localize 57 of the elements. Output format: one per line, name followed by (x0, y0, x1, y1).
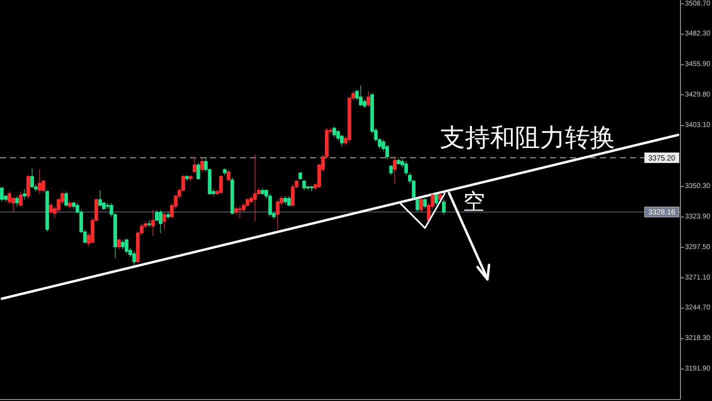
candlestick (396, 158, 400, 166)
candlestick (124, 238, 128, 254)
candlestick (302, 180, 306, 191)
candlestick (234, 206, 238, 215)
candlestick (49, 202, 53, 214)
candlestick (120, 240, 125, 250)
candlestick (26, 174, 30, 199)
candlestick (423, 198, 427, 210)
candlestick (238, 206, 242, 218)
candlestick (15, 196, 19, 207)
candlestick (200, 156, 204, 172)
candlestick (442, 199, 446, 215)
candlestick (18, 191, 23, 207)
candlestick (340, 134, 344, 147)
candlestick (166, 212, 170, 220)
candlestick (38, 169, 42, 194)
candlestick (45, 190, 50, 232)
candlestick (290, 184, 295, 207)
candlestick (219, 174, 223, 194)
candlestick (276, 199, 280, 230)
candlestick (30, 168, 34, 188)
candlestick (64, 191, 68, 207)
candlestick (298, 172, 302, 180)
candlestick (132, 251, 136, 266)
candlestick (188, 174, 193, 182)
candlestick (416, 198, 420, 212)
candlestick (0, 186, 4, 202)
candlestick (287, 196, 291, 207)
candlestick (147, 220, 152, 228)
candlestick (389, 164, 393, 176)
candlestick (162, 212, 166, 230)
candlestick (222, 168, 227, 176)
candlestick (358, 85, 363, 106)
candlestick (283, 196, 288, 204)
candlestick (392, 156, 397, 184)
candlestick (260, 188, 264, 196)
candlestick (192, 158, 196, 174)
annotation: 支持和阻力转换 (440, 123, 615, 152)
candlestick (310, 185, 314, 192)
candlestick (68, 202, 72, 210)
candlestick (117, 238, 121, 250)
candlestick (226, 169, 230, 182)
candlestick (230, 177, 234, 215)
candlestick (366, 90, 370, 108)
candlestick (434, 193, 438, 206)
candlestick (22, 188, 26, 200)
candlestick (158, 210, 162, 234)
candlestick (151, 210, 155, 237)
annotation: 空 (463, 190, 485, 215)
candlestick (98, 190, 102, 207)
candlestick (196, 162, 200, 180)
candlestick (268, 193, 272, 218)
candlestick (185, 174, 189, 182)
candlestick (419, 198, 424, 212)
candlestick (332, 126, 336, 138)
candlestick (72, 202, 76, 210)
candlestick (253, 154, 257, 222)
